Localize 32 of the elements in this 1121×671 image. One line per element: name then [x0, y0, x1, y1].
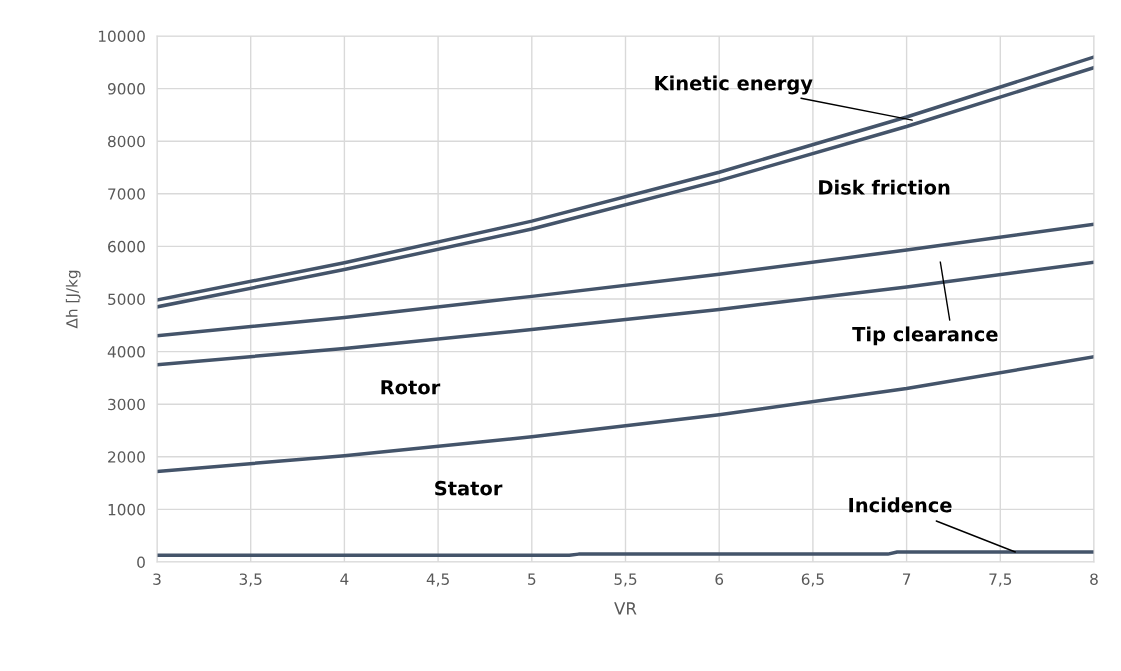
x-axis-title: VR	[614, 602, 637, 615]
annotation: Stator	[435, 480, 503, 496]
y-tick-label: 10000	[98, 30, 145, 43]
x-tick-label: 6,5	[801, 573, 824, 587]
y-tick-label: 2000	[108, 451, 145, 463]
y-axis-title: Δh [J/kg	[65, 270, 81, 329]
annotation: Incidence	[849, 497, 952, 513]
line-series	[157, 355, 1094, 474]
x-tick-label: 4	[340, 573, 349, 585]
y-tick-label: 3000	[108, 398, 145, 411]
annotation: Tip clearance	[852, 326, 998, 346]
y-tick-label: 7000	[108, 188, 145, 200]
y-tick-label: 1000	[108, 503, 145, 516]
x-tick-label: 8	[1090, 573, 1098, 585]
y-tick-label: 9000	[107, 83, 145, 95]
y-tick-label: 5000	[108, 293, 145, 306]
x-tick-label: 6	[715, 573, 724, 585]
annotation: Disk friction	[819, 179, 950, 195]
y-tick-label: 4000	[107, 346, 145, 358]
annotation: Rotor	[381, 380, 441, 395]
x-tick-label: 5	[528, 573, 536, 585]
x-tick-label: 3	[153, 573, 161, 585]
annotation: Kinetic energy	[655, 75, 813, 95]
x-tick-label: 7,5	[989, 573, 1012, 587]
x-tick-label: 5,5	[614, 573, 637, 587]
line-series	[157, 260, 1094, 367]
x-tick-label: 4,5	[426, 573, 449, 587]
y-tick-label: 8000	[108, 135, 145, 148]
y-tick-label: 0	[137, 556, 145, 569]
x-tick-label: 7	[902, 573, 911, 585]
x-tick-label: 3,5	[239, 573, 262, 587]
y-tick-label: 6000	[108, 240, 145, 253]
